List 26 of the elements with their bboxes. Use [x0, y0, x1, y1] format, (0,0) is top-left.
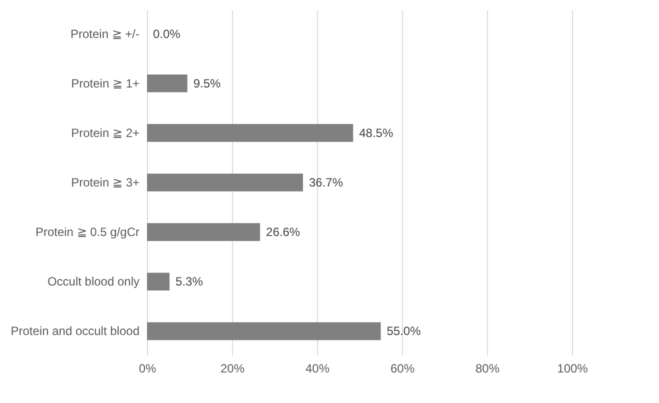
data-label: 55.0%	[386, 324, 422, 338]
data-label: 36.7%	[308, 176, 344, 190]
bar	[147, 174, 303, 192]
x-tick-label: 100%	[557, 362, 588, 376]
x-tick-label: 40%	[305, 362, 330, 376]
data-label: 9.5%	[193, 76, 222, 90]
data-label: 26.6%	[266, 225, 300, 240]
bar	[147, 272, 170, 291]
y-tick-label: Occult blood only	[47, 274, 140, 289]
y-tick-label: Protein and occult blood	[10, 324, 140, 338]
y-tick-label: Protein ≧ 1+	[71, 76, 140, 90]
y-tick-label: Protein ≧ +/-	[70, 26, 140, 41]
bar	[147, 124, 354, 142]
data-label: 0.0%	[153, 26, 181, 41]
bar	[147, 74, 188, 92]
x-tick-label: 20%	[220, 362, 245, 376]
data-label: 5.3%	[176, 274, 204, 289]
x-tick-label: 80%	[475, 362, 500, 376]
y-tick-label: Protein ≧ 2+	[71, 126, 140, 140]
data-label: 48.5%	[359, 126, 394, 140]
x-tick-label: 60%	[390, 362, 415, 376]
bar	[147, 223, 260, 241]
y-tick-label: Protein ≧ 3+	[71, 176, 140, 190]
x-tick-label: 0%	[138, 362, 156, 376]
y-tick-label: Protein ≧ 0.5 g/gCr	[35, 225, 140, 240]
bar	[147, 322, 381, 340]
